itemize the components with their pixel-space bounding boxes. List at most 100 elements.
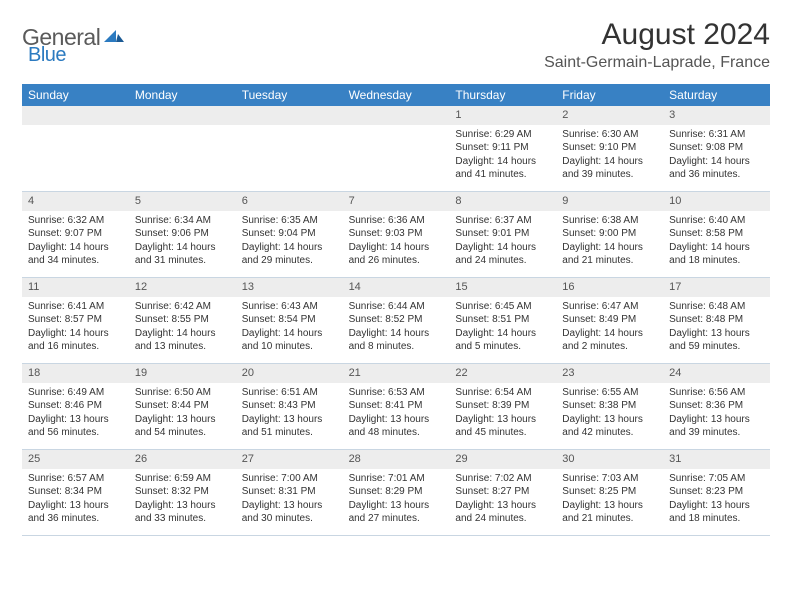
sunrise-line: Sunrise: 6:51 AM bbox=[242, 386, 337, 400]
calendar-cell: 10 Sunrise: 6:40 AMSunset: 8:58 PMDayligh… bbox=[663, 192, 770, 278]
day-number-bar bbox=[343, 106, 450, 125]
day-details: Sunrise: 6:47 AMSunset: 8:49 PMDaylight:… bbox=[556, 300, 663, 354]
weekday-label: Thursday bbox=[449, 84, 556, 106]
daylight-line: Daylight: 14 hours and 18 minutes. bbox=[669, 241, 764, 268]
calendar-cell: 3 Sunrise: 6:31 AMSunset: 9:08 PMDaylight… bbox=[663, 106, 770, 192]
day-number: 10 bbox=[663, 192, 770, 211]
day-details: Sunrise: 6:54 AMSunset: 8:39 PMDaylight:… bbox=[449, 386, 556, 440]
day-details: Sunrise: 6:41 AMSunset: 8:57 PMDaylight:… bbox=[22, 300, 129, 354]
sunset-line: Sunset: 8:38 PM bbox=[562, 399, 657, 413]
calendar-cell: 23Sunrise: 6:55 AMSunset: 8:38 PMDayligh… bbox=[556, 364, 663, 450]
sunrise-line: Sunrise: 6:44 AM bbox=[349, 300, 444, 314]
sunrise-line: Sunrise: 7:02 AM bbox=[455, 472, 550, 486]
calendar-cell-empty bbox=[22, 106, 129, 192]
month-title: August 2024 bbox=[544, 18, 770, 52]
sunrise-line: Sunrise: 6:45 AM bbox=[455, 300, 550, 314]
calendar-cell: 5Sunrise: 6:34 AMSunset: 9:06 PMDaylight… bbox=[129, 192, 236, 278]
sunrise-line: Sunrise: 6:41 AM bbox=[28, 300, 123, 314]
daylight-line: Daylight: 14 hours and 16 minutes. bbox=[28, 327, 123, 354]
sunset-line: Sunset: 9:11 PM bbox=[455, 141, 550, 155]
daylight-line: Daylight: 13 hours and 33 minutes. bbox=[135, 499, 230, 526]
day-details: Sunrise: 6:35 AMSunset: 9:04 PMDaylight:… bbox=[236, 214, 343, 268]
day-details: Sunrise: 7:02 AMSunset: 8:27 PMDaylight:… bbox=[449, 472, 556, 526]
sunrise-line: Sunrise: 6:59 AM bbox=[135, 472, 230, 486]
day-number: 21 bbox=[343, 364, 450, 383]
day-number-bar bbox=[22, 106, 129, 125]
daylight-line: Daylight: 14 hours and 8 minutes. bbox=[349, 327, 444, 354]
day-details: Sunrise: 6:56 AMSunset: 8:36 PMDaylight:… bbox=[663, 386, 770, 440]
day-details: Sunrise: 7:05 AMSunset: 8:23 PMDaylight:… bbox=[663, 472, 770, 526]
calendar-cell-empty bbox=[129, 106, 236, 192]
daylight-line: Daylight: 14 hours and 36 minutes. bbox=[669, 155, 764, 182]
daylight-line: Daylight: 14 hours and 34 minutes. bbox=[28, 241, 123, 268]
sunset-line: Sunset: 8:46 PM bbox=[28, 399, 123, 413]
day-details: Sunrise: 6:49 AMSunset: 8:46 PMDaylight:… bbox=[22, 386, 129, 440]
day-number-bar bbox=[129, 106, 236, 125]
sunset-line: Sunset: 9:03 PM bbox=[349, 227, 444, 241]
day-number: 15 bbox=[449, 278, 556, 297]
day-details: Sunrise: 6:38 AMSunset: 9:00 PMDaylight:… bbox=[556, 214, 663, 268]
day-number: 16 bbox=[556, 278, 663, 297]
day-number: 29 bbox=[449, 450, 556, 469]
sunrise-line: Sunrise: 6:35 AM bbox=[242, 214, 337, 228]
calendar-cell: 26Sunrise: 6:59 AMSunset: 8:32 PMDayligh… bbox=[129, 450, 236, 536]
day-details: Sunrise: 6:32 AMSunset: 9:07 PMDaylight:… bbox=[22, 214, 129, 268]
calendar-cell: 25Sunrise: 6:57 AMSunset: 8:34 PMDayligh… bbox=[22, 450, 129, 536]
sunset-line: Sunset: 8:49 PM bbox=[562, 313, 657, 327]
day-number: 1 bbox=[449, 106, 556, 125]
day-number: 30 bbox=[556, 450, 663, 469]
day-number: 20 bbox=[236, 364, 343, 383]
sunset-line: Sunset: 8:41 PM bbox=[349, 399, 444, 413]
calendar-cell: 9Sunrise: 6:38 AMSunset: 9:00 PMDaylight… bbox=[556, 192, 663, 278]
daylight-line: Daylight: 14 hours and 31 minutes. bbox=[135, 241, 230, 268]
day-number: 27 bbox=[236, 450, 343, 469]
day-number: 31 bbox=[663, 450, 770, 469]
sunrise-line: Sunrise: 6:31 AM bbox=[669, 128, 764, 142]
day-details: Sunrise: 6:42 AMSunset: 8:55 PMDaylight:… bbox=[129, 300, 236, 354]
day-number: 6 bbox=[236, 192, 343, 211]
calendar-cell: 6 Sunrise: 6:35 AMSunset: 9:04 PMDaylight… bbox=[236, 192, 343, 278]
day-number: 13 bbox=[236, 278, 343, 297]
day-details: Sunrise: 6:31 AMSunset: 9:08 PMDaylight:… bbox=[663, 128, 770, 182]
sunset-line: Sunset: 8:51 PM bbox=[455, 313, 550, 327]
day-details: Sunrise: 6:36 AMSunset: 9:03 PMDaylight:… bbox=[343, 214, 450, 268]
sunrise-line: Sunrise: 6:53 AM bbox=[349, 386, 444, 400]
sunrise-line: Sunrise: 6:55 AM bbox=[562, 386, 657, 400]
daylight-line: Daylight: 13 hours and 36 minutes. bbox=[28, 499, 123, 526]
calendar-cell: 7 Sunrise: 6:36 AMSunset: 9:03 PMDaylight… bbox=[343, 192, 450, 278]
day-number: 7 bbox=[343, 192, 450, 211]
sunset-line: Sunset: 8:55 PM bbox=[135, 313, 230, 327]
day-number: 22 bbox=[449, 364, 556, 383]
sunset-line: Sunset: 8:43 PM bbox=[242, 399, 337, 413]
sunset-line: Sunset: 8:34 PM bbox=[28, 485, 123, 499]
daylight-line: Daylight: 13 hours and 21 minutes. bbox=[562, 499, 657, 526]
calendar-cell: 12Sunrise: 6:42 AMSunset: 8:55 PMDayligh… bbox=[129, 278, 236, 364]
sunrise-line: Sunrise: 6:32 AM bbox=[28, 214, 123, 228]
daylight-line: Daylight: 13 hours and 30 minutes. bbox=[242, 499, 337, 526]
sunrise-line: Sunrise: 6:40 AM bbox=[669, 214, 764, 228]
sunset-line: Sunset: 8:36 PM bbox=[669, 399, 764, 413]
sunrise-line: Sunrise: 6:56 AM bbox=[669, 386, 764, 400]
calendar-weekday-header: SundayMondayTuesdayWednesdayThursdayFrid… bbox=[22, 84, 770, 106]
sunrise-line: Sunrise: 6:30 AM bbox=[562, 128, 657, 142]
sunrise-line: Sunrise: 7:03 AM bbox=[562, 472, 657, 486]
calendar-cell: 18Sunrise: 6:49 AMSunset: 8:46 PMDayligh… bbox=[22, 364, 129, 450]
calendar-cell: 11Sunrise: 6:41 AMSunset: 8:57 PMDayligh… bbox=[22, 278, 129, 364]
sunrise-line: Sunrise: 6:49 AM bbox=[28, 386, 123, 400]
daylight-line: Daylight: 14 hours and 41 minutes. bbox=[455, 155, 550, 182]
sunset-line: Sunset: 8:27 PM bbox=[455, 485, 550, 499]
sunrise-line: Sunrise: 7:05 AM bbox=[669, 472, 764, 486]
day-number: 3 bbox=[663, 106, 770, 125]
sunset-line: Sunset: 8:23 PM bbox=[669, 485, 764, 499]
calendar-cell: 4Sunrise: 6:32 AMSunset: 9:07 PMDaylight… bbox=[22, 192, 129, 278]
day-number: 25 bbox=[22, 450, 129, 469]
calendar-cell-empty bbox=[343, 106, 450, 192]
sunset-line: Sunset: 9:04 PM bbox=[242, 227, 337, 241]
daylight-line: Daylight: 13 hours and 24 minutes. bbox=[455, 499, 550, 526]
daylight-line: Daylight: 14 hours and 10 minutes. bbox=[242, 327, 337, 354]
sunset-line: Sunset: 8:58 PM bbox=[669, 227, 764, 241]
sunset-line: Sunset: 8:54 PM bbox=[242, 313, 337, 327]
day-number: 23 bbox=[556, 364, 663, 383]
day-number: 17 bbox=[663, 278, 770, 297]
calendar-cell: 15Sunrise: 6:45 AMSunset: 8:51 PMDayligh… bbox=[449, 278, 556, 364]
